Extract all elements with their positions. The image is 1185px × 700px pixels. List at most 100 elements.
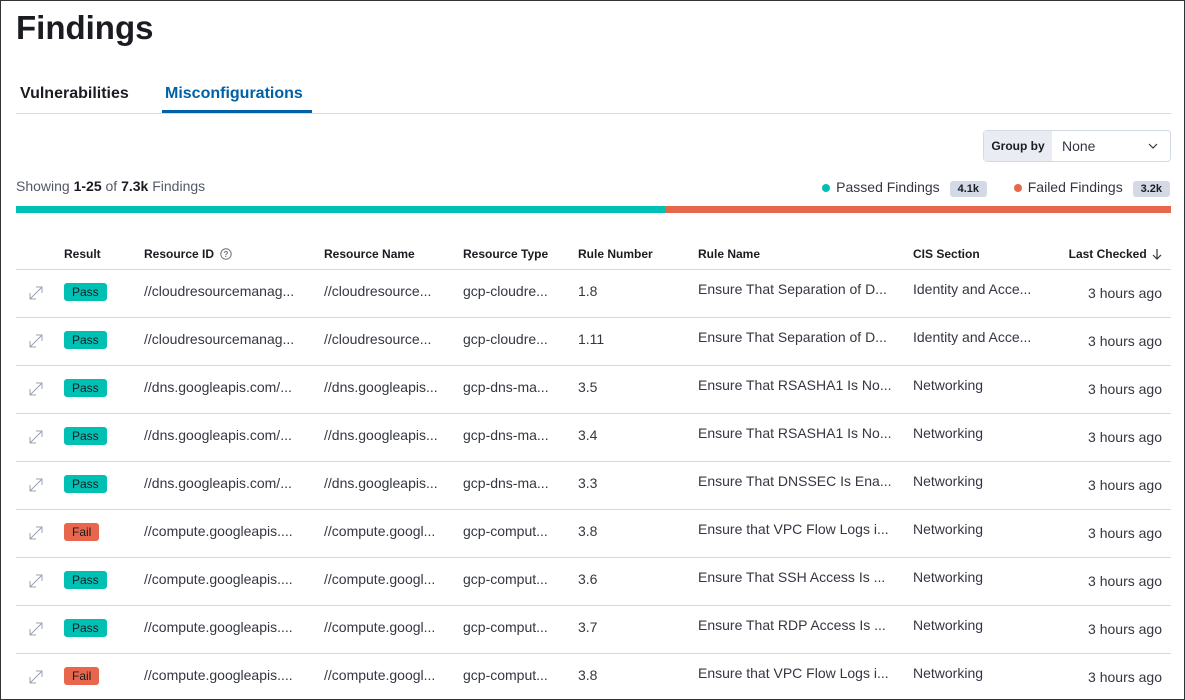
cell: //cloudresourcemanag...: [144, 283, 295, 299]
result-badge: Pass: [64, 427, 107, 445]
cell: 3 hours ago: [1088, 669, 1162, 685]
result-badge: Pass: [64, 331, 107, 349]
column-header[interactable]: Last Checked: [1069, 244, 1162, 264]
result-badge: Pass: [64, 619, 107, 637]
chevron: [1148, 143, 1158, 149]
cell: //dns.googleapis.com/...: [144, 379, 292, 395]
cell: Identity and Acce...: [913, 281, 1032, 297]
expand-icon[interactable]: [28, 525, 44, 541]
row-divider: [16, 653, 1171, 654]
showing: Showing 1-25 of 7.3k Findings: [16, 178, 205, 194]
result-badge: Pass: [64, 571, 107, 589]
failed-segment: [664, 206, 1171, 213]
expand-icon[interactable]: [28, 333, 44, 349]
row-divider: [16, 317, 1171, 318]
header-divider: [16, 269, 1171, 270]
cell: gcp-dns-ma...: [463, 427, 549, 443]
group-by-label: Group by: [984, 131, 1052, 161]
column-header[interactable]: Result: [64, 247, 101, 261]
help-icon[interactable]: ?: [220, 248, 233, 260]
cell: Networking: [913, 521, 984, 537]
cell: //compute.googleapis....: [144, 571, 293, 587]
cell: gcp-comput...: [463, 667, 548, 683]
cell: gcp-cloudre...: [463, 331, 548, 347]
result-badge: Pass: [64, 475, 107, 493]
count: 3.2k: [1132, 181, 1170, 197]
expand-icon[interactable]: [28, 621, 44, 637]
cell: //cloudresourcemanag...: [144, 331, 295, 347]
cell: 3.4: [578, 427, 598, 443]
cell: Ensure That Separation of D...: [698, 329, 887, 345]
cell: //dns.googleapis...: [324, 427, 438, 443]
expand-icon[interactable]: [28, 285, 44, 301]
text: Showing: [16, 178, 70, 194]
tab[interactable]: Vulnerabilities: [20, 85, 129, 102]
expand-icon[interactable]: [28, 573, 44, 589]
tab-active[interactable]: Misconfigurations: [165, 85, 303, 102]
expand-icon[interactable]: [28, 381, 44, 397]
divider: [16, 113, 1171, 114]
result-badge: Fail: [64, 667, 100, 685]
cell: 3 hours ago: [1088, 525, 1162, 541]
cell: 3 hours ago: [1088, 333, 1162, 349]
cell: 1.8: [578, 283, 598, 299]
cell: 1.11: [578, 331, 605, 347]
expand-icon[interactable]: [28, 477, 44, 493]
cell: gcp-cloudre...: [463, 283, 548, 299]
column-header[interactable]: CIS Section: [913, 247, 980, 261]
tab-underline: [162, 110, 312, 113]
row-divider: [16, 509, 1171, 510]
row-divider: [16, 605, 1171, 606]
cell: //compute.googleapis....: [144, 523, 293, 539]
cell: 3.8: [578, 523, 598, 539]
sort-icon[interactable]: [1152, 248, 1162, 260]
row-divider: [16, 413, 1171, 414]
cell: Ensure that VPC Flow Logs i...: [698, 665, 889, 681]
passed-segment: [16, 206, 665, 213]
cell: 3 hours ago: [1088, 381, 1162, 397]
cell: 3 hours ago: [1088, 573, 1162, 589]
column-header[interactable]: Resource Name: [324, 247, 415, 261]
svg-text:?: ?: [224, 250, 229, 259]
row-divider: [16, 557, 1171, 558]
cell: //dns.googleapis...: [324, 475, 438, 491]
column-header[interactable]: Resource ID ?: [144, 244, 233, 264]
cell: //compute.googl...: [324, 619, 436, 635]
column-header[interactable]: Resource Type: [463, 247, 549, 261]
cell: Networking: [913, 617, 984, 633]
expand-icon[interactable]: [28, 669, 44, 685]
cell: 3.5: [578, 379, 598, 395]
cell: //compute.googl...: [324, 667, 436, 683]
cell: 3.6: [578, 571, 598, 587]
page-title: Findings: [16, 9, 154, 46]
result-badge: Pass: [64, 379, 107, 397]
cell: gcp-dns-ma...: [463, 475, 549, 491]
expand-icon[interactable]: [28, 429, 44, 445]
cell: Ensure That DNSSEC Is Ena...: [698, 473, 892, 489]
cell: 3.3: [578, 475, 598, 491]
result-badge: Fail: [64, 523, 100, 541]
label: Failed Findings: [1027, 179, 1123, 195]
cell: //dns.googleapis...: [324, 379, 438, 395]
row-divider: [16, 461, 1171, 462]
column-header[interactable]: Rule Name: [698, 247, 761, 261]
cell: //compute.googleapis....: [144, 667, 293, 683]
cell: Networking: [913, 665, 984, 681]
group-by[interactable]: Group by None: [983, 130, 1171, 162]
cell: Ensure That Separation of D...: [698, 281, 887, 297]
cell: //compute.googl...: [324, 571, 436, 587]
cell: //dns.googleapis.com/...: [144, 427, 292, 443]
count: 4.1k: [949, 181, 987, 197]
cell: 3 hours ago: [1088, 477, 1162, 493]
cell: Ensure That SSH Access Is ...: [698, 569, 886, 585]
cell: Ensure That RDP Access Is ...: [698, 617, 886, 633]
cell: Ensure That RSASHA1 Is No...: [698, 425, 892, 441]
text: Findings: [152, 178, 206, 194]
column-header[interactable]: Rule Number: [578, 247, 653, 261]
cell: gcp-comput...: [463, 619, 548, 635]
cell: Ensure that VPC Flow Logs i...: [698, 521, 889, 537]
cell: 3.8: [578, 667, 598, 683]
distribution-bar: [16, 206, 1171, 213]
cell: 3 hours ago: [1088, 285, 1162, 301]
